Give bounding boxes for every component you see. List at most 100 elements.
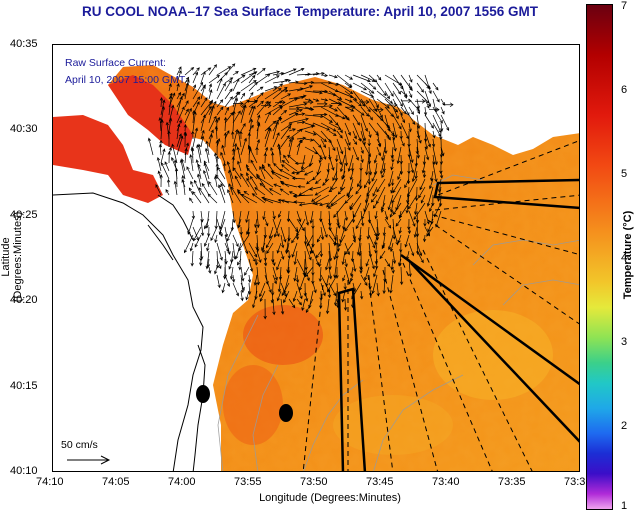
current-vector bbox=[247, 274, 252, 284]
current-vector bbox=[254, 187, 266, 196]
current-vector bbox=[192, 96, 201, 108]
current-vector bbox=[277, 198, 298, 204]
current-vector bbox=[389, 274, 394, 294]
current-vector bbox=[294, 161, 306, 166]
current-vector bbox=[280, 93, 292, 100]
current-vector bbox=[360, 154, 364, 164]
current-vector bbox=[189, 242, 194, 252]
current-vector bbox=[231, 148, 236, 156]
current-vector bbox=[291, 242, 298, 258]
current-vector bbox=[344, 146, 349, 167]
current-vector bbox=[424, 138, 429, 150]
current-vector bbox=[415, 98, 426, 104]
current-vector bbox=[341, 170, 346, 181]
current-vector bbox=[368, 162, 373, 176]
current-vector bbox=[325, 274, 330, 287]
current-vector bbox=[200, 105, 212, 124]
current-vector bbox=[407, 194, 418, 210]
current-vector bbox=[273, 183, 282, 188]
current-vector bbox=[233, 101, 244, 106]
current-vector bbox=[198, 187, 210, 204]
current-vector bbox=[400, 114, 406, 124]
current-vector bbox=[203, 234, 210, 247]
current-vector bbox=[256, 86, 264, 92]
current-vector bbox=[328, 226, 337, 241]
current-vector bbox=[312, 104, 333, 108]
current-vector bbox=[192, 111, 197, 132]
current-vector bbox=[231, 274, 236, 283]
current-vector bbox=[360, 290, 364, 300]
current-vector bbox=[326, 162, 330, 173]
current-vector bbox=[194, 234, 202, 248]
current-vector bbox=[424, 146, 430, 161]
current-vector bbox=[349, 170, 354, 181]
current-vector bbox=[328, 282, 337, 297]
current-vector bbox=[389, 210, 394, 218]
current-vector bbox=[232, 210, 236, 224]
current-vector bbox=[344, 130, 351, 146]
current-vector bbox=[247, 132, 251, 148]
current-vector bbox=[387, 194, 394, 211]
current-vector bbox=[352, 82, 367, 91]
current-vector bbox=[350, 274, 354, 282]
current-vector bbox=[160, 148, 166, 164]
current-vector bbox=[221, 282, 226, 294]
current-vector bbox=[416, 74, 431, 90]
current-vector bbox=[371, 170, 378, 182]
current-vector bbox=[424, 90, 432, 108]
current-vector bbox=[272, 79, 292, 84]
current-vector bbox=[301, 298, 306, 311]
current-vector bbox=[336, 218, 340, 227]
current-vector bbox=[288, 136, 295, 156]
current-vector bbox=[390, 186, 394, 194]
current-vector bbox=[199, 258, 203, 267]
current-vector bbox=[304, 90, 323, 95]
current-vector bbox=[387, 102, 398, 108]
current-vector bbox=[336, 138, 344, 155]
current-vector bbox=[288, 128, 304, 140]
current-vector bbox=[400, 122, 409, 140]
current-vector bbox=[416, 138, 421, 159]
current-vector bbox=[298, 186, 314, 196]
current-vector bbox=[191, 210, 196, 220]
current-vector bbox=[390, 202, 394, 213]
current-vector bbox=[384, 130, 391, 141]
current-vector bbox=[306, 234, 314, 247]
y-tick-label: 40:20 bbox=[10, 294, 38, 306]
current-vector bbox=[200, 70, 206, 84]
current-vector bbox=[224, 88, 233, 100]
current-vector bbox=[192, 84, 197, 92]
current-vector bbox=[320, 218, 328, 238]
current-vector bbox=[415, 218, 420, 238]
current-vector bbox=[304, 242, 312, 261]
current-vector bbox=[272, 298, 276, 316]
current-vector bbox=[221, 144, 226, 156]
current-vector bbox=[296, 210, 302, 223]
current-vector bbox=[352, 258, 357, 272]
current-vector bbox=[216, 258, 222, 270]
map-canvas[interactable]: Raw Surface Current: April 10, 2007 15:0… bbox=[52, 44, 580, 472]
current-vector bbox=[391, 154, 395, 163]
current-vector bbox=[384, 106, 394, 118]
current-vector bbox=[165, 189, 170, 196]
current-vector bbox=[372, 186, 378, 197]
current-vector bbox=[264, 75, 280, 84]
current-vector bbox=[325, 298, 330, 315]
current-vector bbox=[240, 67, 257, 76]
current-vector bbox=[317, 101, 328, 107]
current-vector bbox=[309, 210, 314, 224]
current-vector bbox=[293, 200, 306, 204]
current-vector bbox=[251, 193, 266, 204]
current-vector bbox=[256, 139, 260, 148]
y-tick-label: 40:30 bbox=[10, 123, 38, 135]
current-vector bbox=[360, 98, 371, 113]
current-vector bbox=[296, 85, 314, 92]
station-markers bbox=[196, 385, 293, 422]
current-vector bbox=[255, 243, 259, 251]
current-vector bbox=[360, 210, 365, 227]
current-vector bbox=[416, 82, 424, 93]
current-vector bbox=[309, 242, 314, 255]
current-vector bbox=[256, 121, 261, 140]
current-vector bbox=[360, 114, 368, 132]
current-vector bbox=[265, 234, 274, 249]
